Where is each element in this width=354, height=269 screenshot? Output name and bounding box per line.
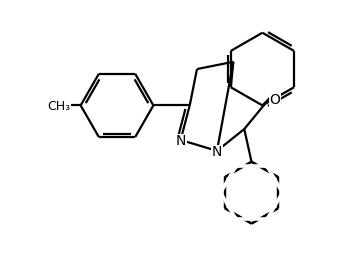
Text: O: O bbox=[270, 93, 281, 107]
Text: N: N bbox=[176, 134, 186, 148]
Text: O: O bbox=[57, 100, 68, 114]
Text: CH₃: CH₃ bbox=[47, 100, 70, 114]
Text: N: N bbox=[212, 145, 222, 159]
